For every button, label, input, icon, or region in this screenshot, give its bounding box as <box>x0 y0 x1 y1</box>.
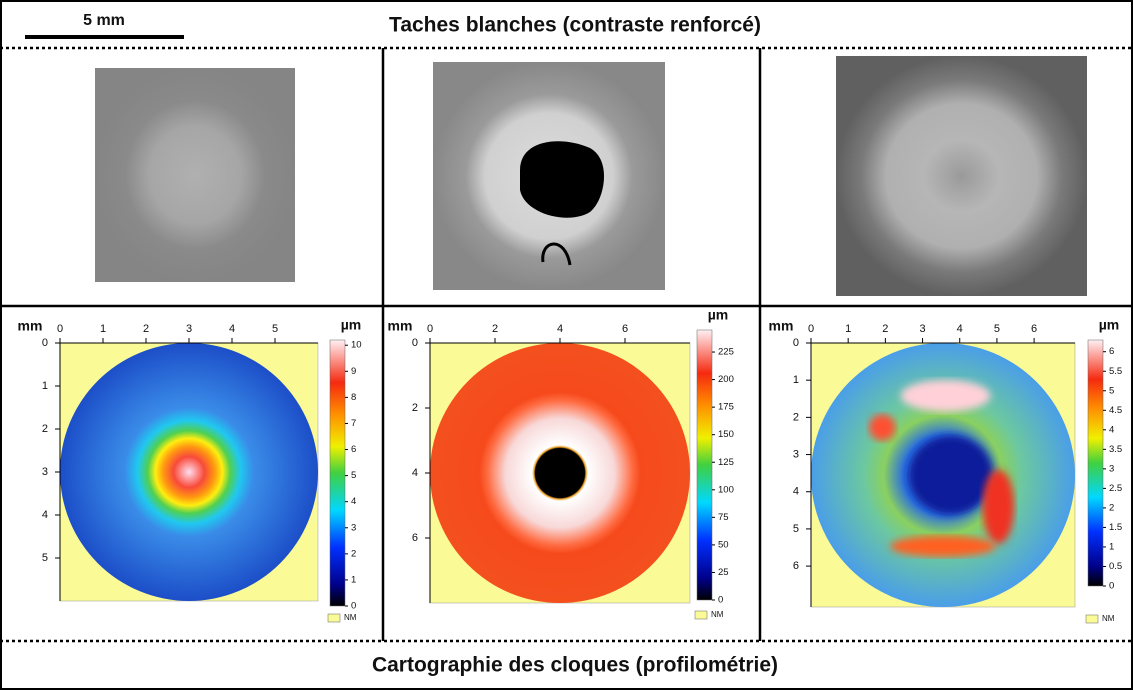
colorbar-tick-label: 1 <box>351 574 356 585</box>
y-tick-label: 4 <box>793 486 799 498</box>
colorbar <box>329 339 346 607</box>
colorbar-tick-label: 0 <box>718 595 723 606</box>
height-map <box>60 343 318 601</box>
colorbar-tick-label: 5.5 <box>1109 366 1122 377</box>
colorbar-tick-label: 6 <box>1109 346 1114 357</box>
colorbar-tick-label: 25 <box>718 567 729 578</box>
colorbar-tick-label: 4.5 <box>1109 405 1122 416</box>
nm-label: NM <box>344 613 357 622</box>
colorbar-tick-label: 10 <box>351 340 362 351</box>
header-title: Taches blanches (contraste renforcé) <box>389 14 761 37</box>
x-tick-label: 6 <box>622 323 628 335</box>
x-tick-label: 1 <box>845 323 851 335</box>
colorbar-tick-label: 1.5 <box>1109 522 1122 533</box>
colorbar-tick-label: 4 <box>351 496 356 507</box>
y-tick-label: 5 <box>793 523 799 535</box>
photo <box>836 56 1087 296</box>
height-feature <box>869 414 896 441</box>
colorbar-tick-label: 8 <box>351 392 356 403</box>
colorbar-tick-label: 1 <box>1109 541 1114 552</box>
footer-title: Cartographie des cloques (profilométrie) <box>372 654 778 677</box>
nm-swatch <box>1085 614 1099 624</box>
colorbar-tick-label: 225 <box>718 347 734 358</box>
axis-unit: mm <box>388 318 413 334</box>
colorbar-tick-label: 50 <box>718 539 729 550</box>
y-tick-label: 0 <box>412 337 418 349</box>
y-tick-label: 0 <box>42 337 48 349</box>
colorbar-tick-label: 7 <box>351 418 356 429</box>
axis-unit: mm <box>18 318 43 334</box>
scale-label: 5 mm <box>83 12 125 29</box>
x-tick-label: 4 <box>557 323 563 335</box>
colorbar-tick-label: 2.5 <box>1109 483 1122 494</box>
colorbar-tick-label: 100 <box>718 484 734 495</box>
y-tick-label: 3 <box>42 466 48 478</box>
x-tick-label: 0 <box>427 323 433 335</box>
colorbar-unit: µm <box>341 317 362 333</box>
colorbar-unit: µm <box>1099 317 1120 333</box>
colorbar-tick-label: 4 <box>1109 424 1114 435</box>
x-tick-label: 6 <box>1031 323 1037 335</box>
height-feature <box>900 379 991 412</box>
x-tick-label: 4 <box>229 323 235 335</box>
colorbar-tick-label: 75 <box>718 512 729 523</box>
x-tick-label: 2 <box>143 323 149 335</box>
y-tick-label: 2 <box>412 402 418 414</box>
colorbar-tick-label: 0 <box>1109 581 1114 592</box>
y-tick-label: 2 <box>42 423 48 435</box>
height-map <box>430 343 690 603</box>
x-tick-label: 1 <box>100 323 106 335</box>
nm-swatch <box>694 610 708 620</box>
x-tick-label: 5 <box>272 323 278 335</box>
colorbar <box>696 329 713 601</box>
y-tick-label: 2 <box>793 411 799 423</box>
y-tick-label: 1 <box>42 380 48 392</box>
y-tick-label: 4 <box>412 467 418 479</box>
x-tick-label: 5 <box>994 323 1000 335</box>
nm-label: NM <box>711 610 724 619</box>
height-feature <box>890 535 996 557</box>
x-tick-label: 0 <box>808 323 814 335</box>
y-tick-label: 4 <box>42 509 48 521</box>
x-tick-label: 0 <box>57 323 63 335</box>
x-tick-label: 2 <box>882 323 888 335</box>
colorbar-tick-label: 3 <box>1109 463 1114 474</box>
colorbar-tick-label: 200 <box>718 374 734 385</box>
colorbar-tick-label: 5 <box>1109 385 1114 396</box>
colorbar-tick-label: 175 <box>718 402 734 413</box>
height-feature <box>982 469 1015 544</box>
x-tick-label: 4 <box>957 323 963 335</box>
y-tick-label: 6 <box>412 532 418 544</box>
colorbar-tick-label: 0.5 <box>1109 561 1122 572</box>
colorbar-tick-label: 6 <box>351 444 356 455</box>
y-tick-label: 5 <box>42 552 48 564</box>
colorbar-tick-label: 5 <box>351 470 356 481</box>
colorbar-tick-label: 0 <box>351 601 356 612</box>
colorbar-tick-label: 3 <box>351 522 356 533</box>
colorbar-tick-label: 9 <box>351 366 356 377</box>
colorbar <box>1087 339 1104 587</box>
axis-unit: mm <box>769 318 794 334</box>
x-tick-label: 3 <box>919 323 925 335</box>
colorbar-tick-label: 125 <box>718 457 734 468</box>
photo-hole <box>520 141 604 218</box>
colorbar-tick-label: 3.5 <box>1109 444 1122 455</box>
height-feature <box>908 435 994 515</box>
photo <box>95 68 295 282</box>
colorbar-tick-label: 2 <box>351 548 356 559</box>
y-tick-label: 3 <box>793 448 799 460</box>
y-tick-label: 1 <box>793 374 799 386</box>
photo-mark <box>541 242 572 266</box>
colorbar-unit: µm <box>708 307 729 323</box>
y-tick-label: 0 <box>793 337 799 349</box>
x-tick-label: 2 <box>492 323 498 335</box>
nm-label: NM <box>1102 614 1115 623</box>
colorbar-tick-label: 150 <box>718 429 734 440</box>
nm-swatch <box>327 613 341 623</box>
y-tick-label: 6 <box>793 560 799 572</box>
x-tick-label: 3 <box>186 323 192 335</box>
colorbar-tick-label: 2 <box>1109 502 1114 513</box>
